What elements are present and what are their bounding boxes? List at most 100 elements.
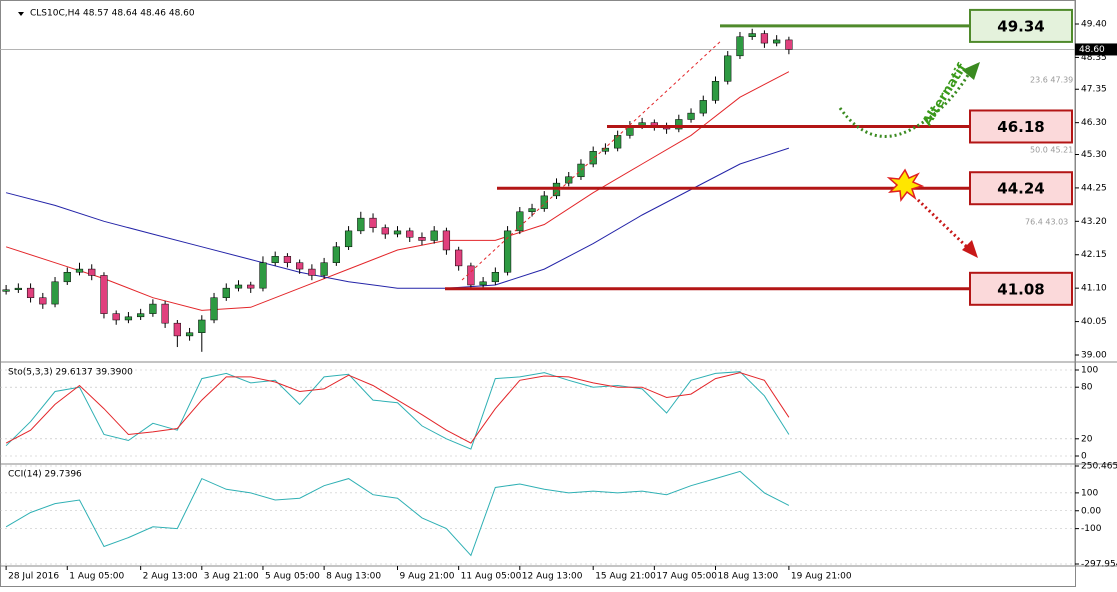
y-tick-label: 43.20 xyxy=(1081,217,1107,227)
x-tick-label: 12 Aug 13:00 xyxy=(522,572,583,582)
candle-body xyxy=(222,287,230,298)
indicator-line xyxy=(5,470,790,557)
candle-body xyxy=(234,284,243,289)
candle-body xyxy=(185,332,194,337)
candle-body xyxy=(467,265,475,286)
x-tick-label: 9 Aug 21:00 xyxy=(400,572,455,582)
level-label: 44.24 xyxy=(997,180,1044,198)
x-tick-label: 15 Aug 21:00 xyxy=(595,572,656,582)
level-label: 41.08 xyxy=(997,280,1044,298)
y-tick-label: 0 xyxy=(1081,452,1087,462)
candle-body xyxy=(614,135,622,149)
candle-body xyxy=(393,230,402,235)
y-tick-label: -297.9546 xyxy=(1081,560,1117,570)
candle-body xyxy=(479,281,487,286)
last-price-label: 48.60 xyxy=(1079,45,1105,55)
candle-body xyxy=(247,284,255,289)
x-tick-label: 19 Aug 21:00 xyxy=(791,572,852,582)
candle-body xyxy=(491,272,499,283)
candle-body xyxy=(516,211,524,232)
candle-body xyxy=(320,262,328,276)
y-tick-label: 250.4651 xyxy=(1081,462,1117,472)
level-box xyxy=(969,8,1073,43)
moving-average xyxy=(5,147,790,289)
x-tick-label: 5 Aug 05:00 xyxy=(265,572,320,582)
y-tick-label: 49.40 xyxy=(1081,20,1107,30)
candle-body xyxy=(26,287,35,298)
candle-body xyxy=(773,39,781,44)
candle-body xyxy=(589,151,597,165)
plot-layer: 39.00 40.05 41.10 42.15 43.20 44.25 45.30 46.30… xyxy=(0,8,1117,582)
y-tick-label: 40.05 xyxy=(1081,317,1107,327)
x-tick-label: 8 Aug 13:00 xyxy=(326,572,381,582)
x-tick-label: 17 Aug 05:00 xyxy=(656,572,717,582)
candle-body xyxy=(675,119,683,130)
y-tick-label: 44.25 xyxy=(1081,183,1107,193)
stoch-title: Sto(5,3,3) 29.6137 39.3900 xyxy=(8,368,133,378)
candle-body xyxy=(124,316,133,321)
y-tick-label: 48.35 xyxy=(1081,53,1107,63)
explosion xyxy=(886,168,925,202)
candle-body xyxy=(736,36,744,57)
candle-body xyxy=(332,246,340,263)
indicator-line xyxy=(5,372,790,444)
down-arrow xyxy=(916,198,970,250)
candle-body xyxy=(2,289,10,292)
candle-body xyxy=(112,313,120,321)
y-tick-label: 100 xyxy=(1081,488,1098,498)
y-tick-label: 41.10 xyxy=(1081,284,1107,294)
level-label: 46.18 xyxy=(997,118,1044,136)
moving-average xyxy=(5,71,790,311)
y-tick-label: 45.30 xyxy=(1081,150,1107,160)
y-tick-label: 46.30 xyxy=(1081,118,1107,128)
y-tick-label: 100 xyxy=(1081,366,1098,376)
candle-body xyxy=(528,208,536,213)
candle-body xyxy=(418,236,426,241)
candle-body xyxy=(161,303,169,324)
last-price-box xyxy=(1075,43,1117,56)
candle-body xyxy=(369,217,377,228)
candle-body xyxy=(785,39,793,50)
candle-body xyxy=(565,176,573,184)
down-arrowhead xyxy=(962,240,978,258)
candle-body xyxy=(711,81,720,101)
candle-body xyxy=(724,55,732,82)
alt-arrow xyxy=(838,74,970,138)
level-box xyxy=(969,109,1073,144)
y-tick-label: 80 xyxy=(1081,383,1093,393)
fib-label: 50.0 45.21 xyxy=(1030,146,1073,155)
y-tick-label: 20 xyxy=(1081,434,1093,444)
header-arrow xyxy=(18,12,24,16)
candle-body xyxy=(210,297,218,321)
x-tick-label: 18 Aug 13:00 xyxy=(718,572,779,582)
candle-body xyxy=(381,227,389,235)
level-label: 49.34 xyxy=(997,17,1044,35)
x-tick-label: 1 Aug 05:00 xyxy=(69,572,124,582)
y-tick-label: 0.00 xyxy=(1081,506,1101,516)
candle-body xyxy=(748,33,756,37)
candle-body xyxy=(283,256,292,263)
frame xyxy=(0,0,1076,587)
x-tick-label: 3 Aug 21:00 xyxy=(204,572,259,582)
y-tick-label: 47.35 xyxy=(1081,85,1107,95)
x-tick-label: 2 Aug 13:00 xyxy=(143,572,198,582)
level-box xyxy=(969,171,1073,206)
candle-body xyxy=(100,275,108,314)
candle-body xyxy=(88,268,96,276)
alt-arrowhead xyxy=(962,62,980,80)
y-tick-label: 39.00 xyxy=(1081,351,1107,361)
fib-line xyxy=(461,39,723,281)
x-tick-label: 11 Aug 05:00 xyxy=(461,572,522,582)
fib-label: 76.4 43.03 xyxy=(1025,218,1068,227)
indicator-line xyxy=(5,371,790,450)
candle-body xyxy=(406,230,414,238)
candle-body xyxy=(149,303,157,314)
candle-body xyxy=(39,297,47,305)
candle-body xyxy=(259,262,267,289)
candle-body xyxy=(296,262,304,270)
candle-body xyxy=(760,33,769,44)
candle-body xyxy=(430,230,438,241)
level-box xyxy=(969,271,1073,306)
candle-body xyxy=(357,217,365,232)
